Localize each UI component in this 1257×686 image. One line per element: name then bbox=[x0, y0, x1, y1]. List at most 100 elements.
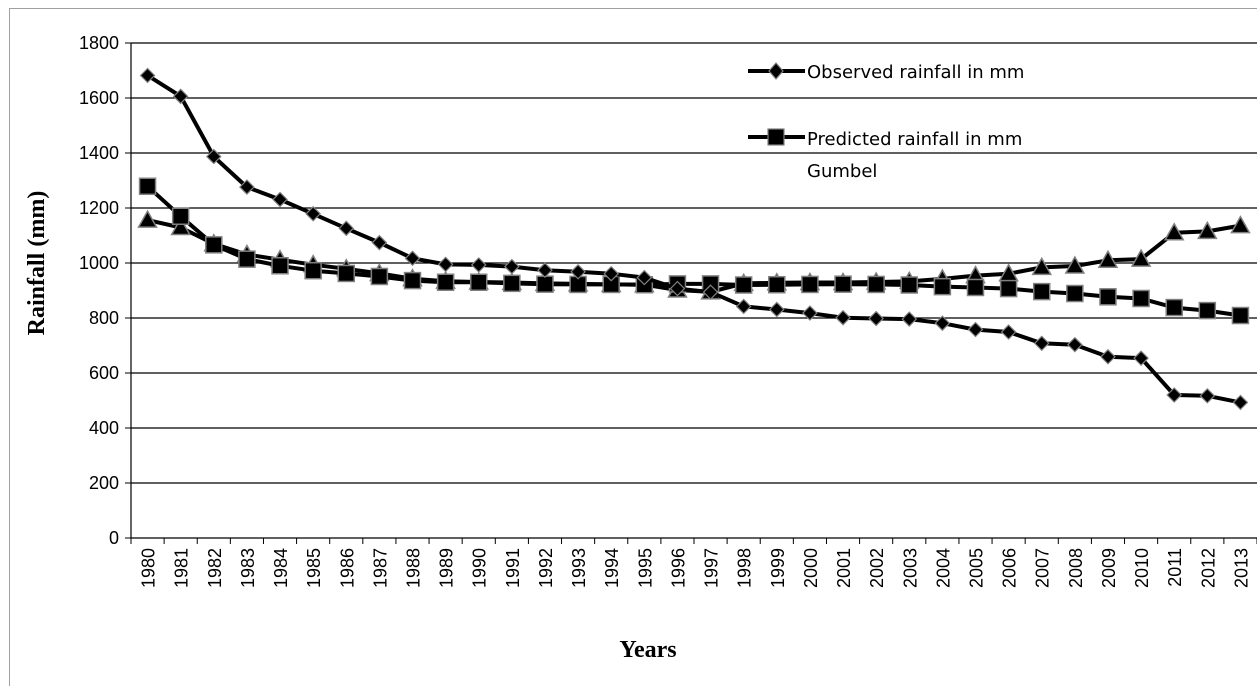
data-point-observed bbox=[404, 250, 421, 267]
data-point-observed bbox=[1067, 336, 1083, 353]
x-tick-label: 2011 bbox=[1165, 548, 1185, 587]
data-point-predicted bbox=[403, 271, 422, 290]
data-point-observed bbox=[901, 311, 918, 327]
data-point-predicted bbox=[1231, 306, 1250, 325]
data-point-observed bbox=[1000, 324, 1017, 340]
x-tick-label: 2010 bbox=[1132, 548, 1152, 588]
data-point-observed bbox=[504, 258, 520, 275]
x-tick-label: 1983 bbox=[238, 548, 258, 588]
x-tick-label: 2000 bbox=[801, 548, 821, 588]
data-point-triangle bbox=[170, 216, 191, 236]
gridlines bbox=[131, 42, 1257, 484]
legend-marker-observed bbox=[768, 62, 784, 80]
data-point-observed bbox=[1232, 394, 1249, 411]
data-point-predicted bbox=[1165, 298, 1183, 317]
x-tick-label: 1992 bbox=[536, 548, 556, 588]
data-point-observed bbox=[702, 284, 719, 300]
legend-entry-predicted: Predicted rainfall in mm Gumbel bbox=[748, 128, 1022, 182]
x-tick-label: 1994 bbox=[602, 548, 622, 588]
y-tick-label: 400 bbox=[89, 418, 119, 438]
data-point-observed bbox=[537, 262, 553, 278]
data-point-observed bbox=[868, 310, 884, 327]
data-point-predicted bbox=[138, 177, 157, 196]
data-point-predicted bbox=[469, 273, 488, 291]
data-point-observed bbox=[636, 269, 653, 286]
data-point-predicted bbox=[734, 276, 753, 294]
x-tick-label: 2004 bbox=[933, 548, 953, 588]
data-point-predicted bbox=[999, 279, 1018, 298]
data-point-observed bbox=[172, 88, 189, 105]
data-point-triangle bbox=[1097, 249, 1119, 268]
series-line-observed bbox=[146, 73, 1241, 405]
axes bbox=[125, 42, 1257, 544]
series-observed bbox=[139, 67, 1249, 411]
data-point-predicted bbox=[171, 207, 190, 225]
x-tick-label: 1984 bbox=[271, 548, 291, 588]
data-point-predicted bbox=[1099, 288, 1117, 306]
data-point-observed bbox=[338, 220, 355, 237]
x-tick-label: 1985 bbox=[304, 548, 324, 588]
data-point-predicted bbox=[834, 275, 852, 293]
x-tick-label: 1999 bbox=[768, 548, 788, 588]
data-point-triangle bbox=[1064, 255, 1086, 274]
legend-entry-observed: Observed rainfall in mm bbox=[748, 62, 1024, 83]
y-tick-label: 1400 bbox=[79, 143, 119, 163]
x-tick-label: 2005 bbox=[967, 548, 987, 588]
y-tick-label: 200 bbox=[89, 473, 119, 493]
legend: Observed rainfall in mm Predicted rainfa… bbox=[748, 62, 1024, 182]
x-tick-label: 1995 bbox=[635, 548, 655, 588]
data-point-predicted bbox=[503, 274, 521, 293]
x-tick-label: 1982 bbox=[205, 548, 225, 588]
data-point-predicted bbox=[1066, 284, 1084, 303]
x-tick-label: 1981 bbox=[172, 548, 192, 588]
data-point-predicted bbox=[867, 275, 885, 294]
y-tick-label: 1000 bbox=[79, 253, 119, 273]
y-tick-labels: 0 200 400 600 800 1000 1200 1400 1600 1800 bbox=[79, 33, 119, 548]
data-point-observed bbox=[669, 280, 686, 297]
x-tick-label: 1996 bbox=[668, 548, 688, 588]
data-point-predicted bbox=[536, 275, 554, 293]
y-tick-label: 0 bbox=[109, 528, 119, 548]
data-point-predicted bbox=[370, 267, 389, 286]
legend-label-predicted-line2: Gumbel bbox=[807, 161, 877, 182]
data-point-predicted bbox=[1198, 301, 1217, 320]
data-point-predicted bbox=[801, 275, 819, 294]
data-point-observed bbox=[239, 179, 255, 195]
data-point-predicted bbox=[900, 276, 919, 294]
data-point-observed bbox=[205, 148, 222, 165]
x-tick-label: 2006 bbox=[1000, 548, 1020, 588]
x-tick-label: 1980 bbox=[139, 548, 159, 588]
data-point-observed bbox=[437, 256, 454, 273]
data-point-observed bbox=[603, 265, 620, 282]
x-tick-label: 1993 bbox=[569, 548, 589, 588]
x-tick-label: 1990 bbox=[470, 548, 490, 588]
data-point-predicted bbox=[238, 250, 256, 268]
data-point-observed bbox=[305, 205, 321, 222]
data-point-observed bbox=[967, 321, 984, 338]
data-point-observed bbox=[371, 234, 388, 251]
y-tick-label: 600 bbox=[89, 363, 119, 383]
x-tick-label: 2002 bbox=[867, 548, 887, 588]
data-point-observed bbox=[768, 301, 785, 318]
series-group bbox=[137, 67, 1251, 411]
x-axis-title: Years bbox=[619, 637, 676, 663]
data-point-observed bbox=[835, 309, 851, 326]
data-point-predicted bbox=[1032, 282, 1051, 301]
x-tick-label: 1988 bbox=[404, 548, 424, 588]
data-point-triangle bbox=[1130, 248, 1152, 267]
x-tick-label: 1987 bbox=[370, 548, 390, 588]
data-point-triangle bbox=[1031, 256, 1053, 276]
x-tick-label: 2008 bbox=[1066, 548, 1086, 588]
data-point-triangle bbox=[1197, 220, 1218, 240]
series-line-predicted bbox=[146, 184, 1241, 318]
y-axis-title: Rainfall (mm) bbox=[24, 191, 50, 336]
data-point-predicted bbox=[1132, 289, 1150, 308]
x-tick-label: 1989 bbox=[437, 548, 457, 588]
x-tick-label: 1998 bbox=[735, 548, 755, 588]
legend-label-observed: Observed rainfall in mm bbox=[807, 62, 1024, 83]
data-point-predicted bbox=[768, 275, 786, 294]
data-point-predicted bbox=[205, 236, 223, 254]
data-point-observed bbox=[934, 315, 951, 332]
data-point-observed bbox=[735, 298, 752, 315]
